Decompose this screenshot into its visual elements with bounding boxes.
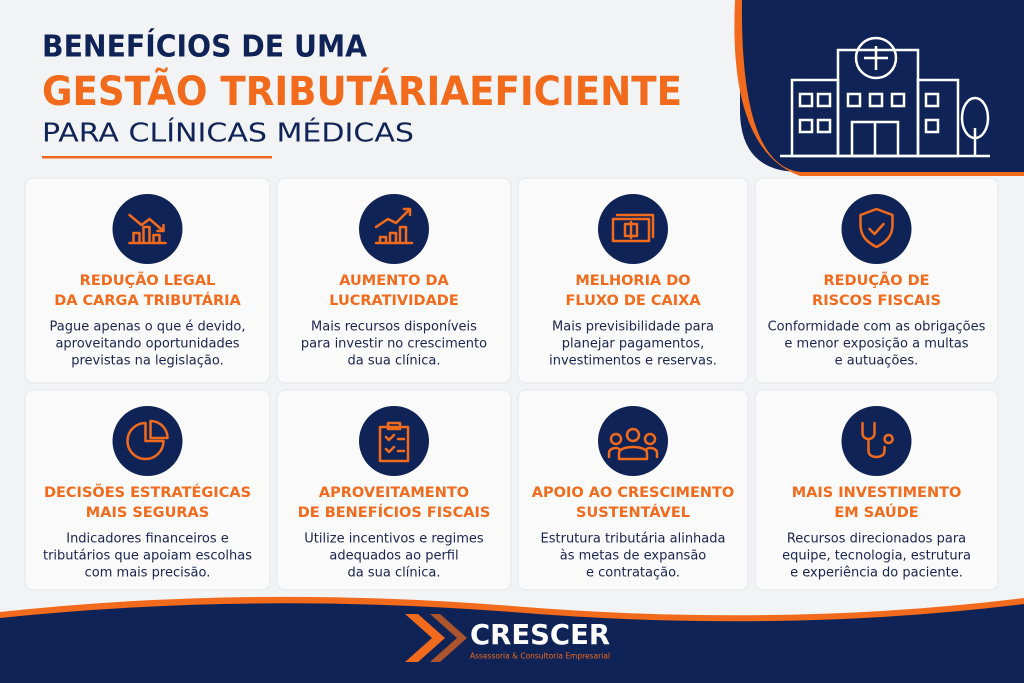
card-text: Indicadores financeiros e: [66, 532, 229, 547]
card-title: DE BENEFÍCIOS FISCAIS: [298, 504, 491, 521]
card-text: Recursos direcionados para: [787, 532, 966, 547]
card-text: e experiência do paciente.: [790, 566, 963, 581]
card-text: aproveitando oportunidades: [55, 337, 239, 352]
card: [517, 389, 749, 591]
footer: [0, 603, 1024, 683]
header-panel: [740, 0, 1024, 172]
hospital-icon: [780, 36, 990, 158]
tagline: Assessoria & Consultoria Empresarial: [470, 652, 610, 661]
icon: [861, 421, 894, 459]
card-text: tributários que apoiam escolhas: [43, 549, 252, 564]
card: [24, 389, 271, 591]
icon-circle: [359, 194, 429, 264]
icon-circle: [841, 406, 912, 476]
icon: [859, 207, 894, 249]
icon: [607, 427, 659, 461]
card-title: RISCOS FISCAIS: [812, 293, 941, 309]
card-title: AUMENTO DA: [339, 273, 449, 289]
card-text: da sua clínica.: [348, 566, 441, 581]
card-title: MAIS SEGURAS: [86, 505, 209, 521]
icon: [374, 207, 414, 245]
card: [276, 389, 512, 591]
card-text: e contratação.: [586, 566, 680, 581]
logo-mark: [405, 614, 467, 662]
card-title: APROVEITAMENTO: [319, 485, 469, 501]
card: [517, 177, 749, 384]
card: [754, 389, 999, 591]
card-title: DA CARGA TRIBUTÁRIA: [54, 292, 241, 309]
card-text: às metas de expansão: [560, 549, 707, 564]
card-title: EM SAÚDE: [834, 503, 918, 521]
card-text: da sua clínica.: [348, 354, 441, 369]
card-text: previstas na legislação.: [71, 354, 224, 369]
card: [754, 177, 999, 384]
icon-circle: [841, 194, 912, 264]
icon: [611, 213, 655, 243]
card-text: adequados ao perfil: [329, 549, 458, 564]
card-text: planejar pagamentos,: [562, 337, 704, 352]
card-title: APOIO AO CRESCIMENTO: [532, 485, 734, 501]
card-title: DECISÕES ESTRATÉGICAS: [44, 483, 251, 501]
card-title: MELHORIA DO: [575, 273, 690, 289]
icon: [128, 213, 167, 245]
title-highlight: GESTÃO TRIBUTÁRIAEFICIENTE: [42, 66, 682, 115]
brand: CRESCER: [470, 618, 610, 651]
card: [24, 177, 271, 384]
card-title: LUCRATIVIDADE: [329, 293, 459, 309]
card-text: com mais precisão.: [85, 566, 211, 581]
card-title: REDUÇÃO LEGAL: [80, 272, 216, 289]
card-text: Estrutura tributária alinhada: [541, 532, 726, 547]
card-text: Utilize incentivos e regimes: [304, 532, 484, 547]
card-title: FLUXO DE CAIXA: [565, 293, 701, 309]
card-title: MAIS INVESTIMENTO: [792, 485, 962, 501]
icon-circle: [359, 406, 429, 476]
icon: [126, 419, 169, 461]
card-text: Conformidade com as obrigações: [768, 320, 986, 335]
card-title: REDUÇÃO DE: [823, 272, 929, 289]
card-text: Pague apenas o que é devido,: [50, 320, 246, 335]
underline: [42, 156, 272, 159]
card-text: Mais recursos disponíveis: [311, 320, 477, 335]
icon-circle: [598, 194, 668, 264]
card-text: investimentos e reservas.: [549, 354, 717, 369]
subtitle: PARA CLÍNICAS MÉDICAS: [42, 117, 414, 149]
icon-circle: [112, 194, 183, 264]
card-text: Mais previsibilidade para: [552, 320, 714, 335]
card-title: SUSTENTÁVEL: [576, 504, 690, 521]
card-text: para investir no crescimento: [301, 337, 487, 352]
card-text: equipe, tecnologia, estrutura: [782, 549, 971, 564]
icon: [378, 421, 410, 463]
title-line: BENEFÍCIOS DE UMA: [42, 29, 368, 65]
card-text: e menor exposição a multas: [784, 337, 968, 352]
card-text: e autuações.: [835, 354, 919, 369]
card: [276, 177, 512, 384]
